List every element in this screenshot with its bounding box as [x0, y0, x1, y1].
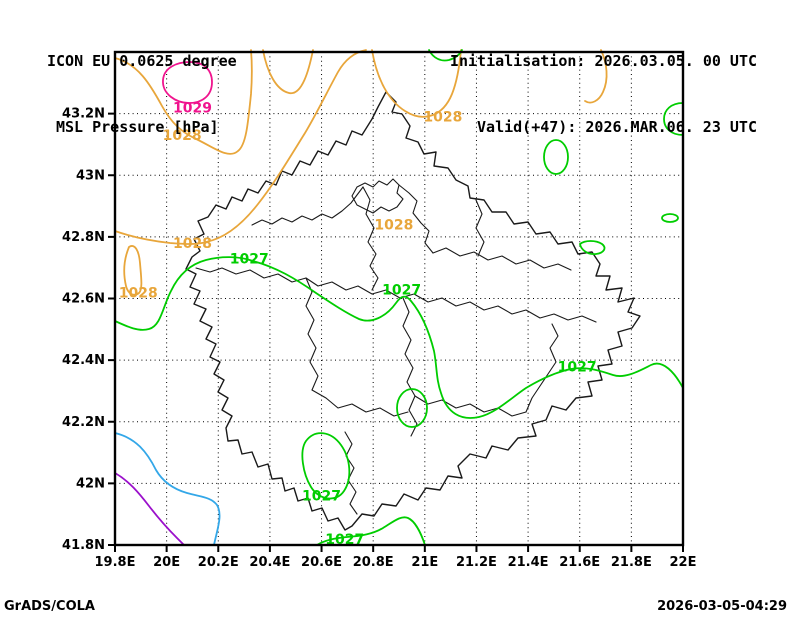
axis-ticks: [108, 112, 684, 552]
district-borders: [195, 178, 597, 515]
contour-blue-unlabeled: [114, 432, 221, 546]
x-tick-label: 21.6E: [559, 555, 600, 570]
contour-value-label: 1027: [382, 282, 421, 298]
pressure-contours: [114, 49, 684, 546]
y-tick-label: 41.8N: [62, 538, 105, 553]
contours-1027-green: [114, 49, 684, 546]
contour-value-label: 1027: [302, 489, 341, 505]
x-tick-label: 21.8E: [611, 555, 652, 570]
x-tick-label: 19.8E: [95, 555, 136, 570]
x-tick-label: 20.2E: [198, 555, 239, 570]
y-tick-label: 43N: [76, 168, 105, 183]
contour-value-label: 1029: [173, 100, 212, 116]
x-tick-label: 20.8E: [353, 555, 394, 570]
y-tick-label: 42.6N: [62, 292, 105, 307]
x-tick-label: 22E: [670, 555, 697, 570]
contour-labels: 1029 1028 1028 1028 1028 1028 1027 1027 1027 1027…: [119, 100, 597, 547]
y-tick-label: 42.8N: [62, 230, 105, 245]
contour-value-label: 1027: [230, 251, 269, 267]
y-tick-label: 42N: [76, 476, 105, 491]
y-tick-label: 42.2N: [62, 415, 105, 430]
creation-timestamp: 2026-03-05-04:29: [657, 599, 787, 614]
contour-value-label: 1028: [374, 218, 413, 234]
x-tick-label: 21.2E: [456, 555, 497, 570]
y-tick-label: 43.2N: [62, 107, 105, 122]
x-tick-label: 21.4E: [508, 555, 549, 570]
x-tick-label: 21E: [411, 555, 438, 570]
initialisation-text: Initialisation: 2026.03.05. 00 UTC: [449, 52, 757, 70]
contour-value-label: 1028: [163, 128, 202, 144]
x-tick-label: 20E: [153, 555, 180, 570]
contours-1029-magenta: [162, 61, 213, 104]
contours-1028-orange: [114, 49, 608, 296]
contour-value-label: 1027: [558, 359, 597, 375]
contour-value-label: 1028: [119, 285, 158, 301]
x-tick-label: 20.6E: [301, 555, 342, 570]
contour-value-label: 1028: [423, 110, 462, 126]
country-border-path: [185, 91, 641, 531]
map-borders: [185, 91, 641, 531]
run-info-block: Initialisation: 2026.03.05. 00 UTC Valid…: [450, 6, 757, 182]
model-title: ICON EU 0.0625 degree: [47, 52, 237, 70]
valid-text: Valid(+47): 2026.MAR.06. 23 UTC: [477, 118, 757, 136]
y-tick-label: 42.4N: [62, 353, 105, 368]
x-tick-label: 20.4E: [249, 555, 290, 570]
axis-tick-labels: 19.8E 20E 20.2E 20.4E 20.6E 20.8E 21E 21.2E 21.4…: [62, 107, 696, 570]
field-title: MSL Pressure [hPa]: [56, 118, 219, 136]
grads-credit: GrADS/COLA: [4, 599, 95, 614]
contour-purple-unlabeled: [114, 472, 185, 546]
contour-value-label: 1028: [173, 236, 212, 252]
plot-title-block: ICON EU 0.0625 degree MSL Pressure [hPa]: [47, 6, 237, 182]
